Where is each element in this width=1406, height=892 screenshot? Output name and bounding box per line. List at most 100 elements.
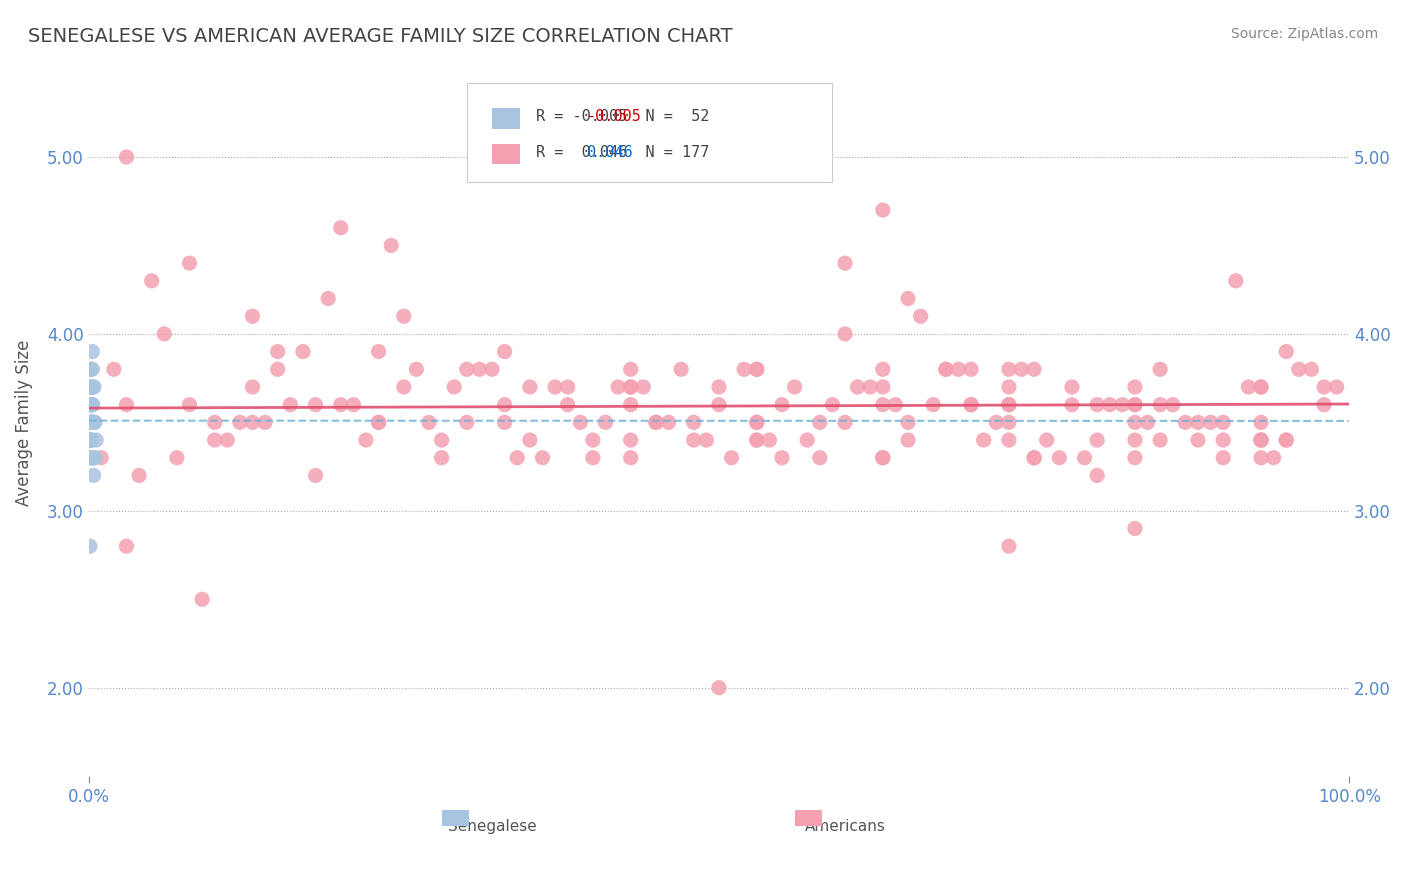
Point bbox=[758, 433, 780, 447]
Point bbox=[960, 398, 983, 412]
Point bbox=[1288, 362, 1310, 376]
Point bbox=[1085, 398, 1108, 412]
FancyBboxPatch shape bbox=[794, 810, 823, 826]
Point bbox=[80, 433, 103, 447]
Point bbox=[79, 398, 101, 412]
Point bbox=[405, 362, 427, 376]
Point bbox=[1123, 398, 1146, 412]
Point bbox=[82, 398, 104, 412]
Point bbox=[973, 433, 995, 447]
Point bbox=[582, 450, 605, 465]
Point bbox=[367, 344, 389, 359]
Point bbox=[859, 380, 882, 394]
Point bbox=[569, 415, 592, 429]
Point bbox=[998, 380, 1021, 394]
Point bbox=[1123, 433, 1146, 447]
Point bbox=[267, 362, 290, 376]
Point bbox=[494, 398, 516, 412]
Point bbox=[242, 309, 264, 323]
Point bbox=[733, 362, 755, 376]
Point bbox=[166, 450, 188, 465]
Point bbox=[1161, 398, 1184, 412]
Point bbox=[808, 450, 831, 465]
Point bbox=[229, 415, 252, 429]
Point bbox=[82, 380, 104, 394]
Point bbox=[1149, 398, 1171, 412]
Point bbox=[1060, 380, 1083, 394]
Point bbox=[506, 450, 529, 465]
Point bbox=[1123, 380, 1146, 394]
Point bbox=[783, 380, 806, 394]
Point bbox=[494, 415, 516, 429]
Point bbox=[633, 380, 655, 394]
Point bbox=[1022, 450, 1045, 465]
Point bbox=[1275, 433, 1298, 447]
Point bbox=[354, 433, 377, 447]
Point bbox=[1250, 380, 1272, 394]
Point bbox=[80, 433, 103, 447]
FancyBboxPatch shape bbox=[492, 109, 520, 128]
Point bbox=[392, 380, 415, 394]
Point bbox=[745, 362, 768, 376]
Text: R =  0.046  N = 177: R = 0.046 N = 177 bbox=[536, 145, 710, 160]
Point bbox=[456, 362, 478, 376]
Point bbox=[329, 398, 352, 412]
Point bbox=[620, 450, 643, 465]
Point bbox=[304, 398, 326, 412]
Point bbox=[1250, 380, 1272, 394]
Point bbox=[1275, 344, 1298, 359]
Point bbox=[456, 415, 478, 429]
Point bbox=[770, 398, 793, 412]
Point bbox=[682, 415, 704, 429]
Point bbox=[1022, 450, 1045, 465]
Text: SENEGALESE VS AMERICAN AVERAGE FAMILY SIZE CORRELATION CHART: SENEGALESE VS AMERICAN AVERAGE FAMILY SI… bbox=[28, 27, 733, 45]
Point bbox=[582, 433, 605, 447]
FancyBboxPatch shape bbox=[492, 144, 520, 164]
Point bbox=[329, 220, 352, 235]
Point bbox=[998, 415, 1021, 429]
Point bbox=[595, 415, 617, 429]
Point bbox=[872, 202, 894, 217]
Point bbox=[872, 362, 894, 376]
Point bbox=[1123, 398, 1146, 412]
Y-axis label: Average Family Size: Average Family Size bbox=[15, 339, 32, 506]
Point bbox=[179, 256, 201, 270]
Point bbox=[79, 415, 101, 429]
Point bbox=[1212, 450, 1234, 465]
Point bbox=[1035, 433, 1057, 447]
Point bbox=[998, 433, 1021, 447]
Point bbox=[872, 450, 894, 465]
Point bbox=[115, 539, 138, 553]
Point bbox=[278, 398, 301, 412]
Point bbox=[1187, 415, 1209, 429]
Point bbox=[519, 433, 541, 447]
Point bbox=[153, 326, 176, 341]
Text: Americans: Americans bbox=[804, 819, 886, 834]
Point bbox=[720, 450, 742, 465]
Point bbox=[922, 398, 945, 412]
Point bbox=[1313, 398, 1336, 412]
Point bbox=[79, 380, 101, 394]
Point bbox=[115, 150, 138, 164]
Point bbox=[519, 380, 541, 394]
Point bbox=[897, 415, 920, 429]
Point bbox=[1047, 450, 1070, 465]
Point bbox=[82, 415, 104, 429]
Point bbox=[707, 398, 730, 412]
Point bbox=[84, 415, 107, 429]
Point bbox=[115, 398, 138, 412]
Point bbox=[620, 398, 643, 412]
Point bbox=[90, 450, 112, 465]
Point bbox=[83, 380, 105, 394]
Point bbox=[1250, 415, 1272, 429]
Point bbox=[1237, 380, 1260, 394]
Point bbox=[1149, 362, 1171, 376]
Point bbox=[430, 450, 453, 465]
Point bbox=[494, 344, 516, 359]
Point bbox=[986, 415, 1008, 429]
Point bbox=[1250, 433, 1272, 447]
Point bbox=[707, 681, 730, 695]
Point bbox=[80, 415, 103, 429]
Point bbox=[796, 433, 818, 447]
Point bbox=[80, 433, 103, 447]
